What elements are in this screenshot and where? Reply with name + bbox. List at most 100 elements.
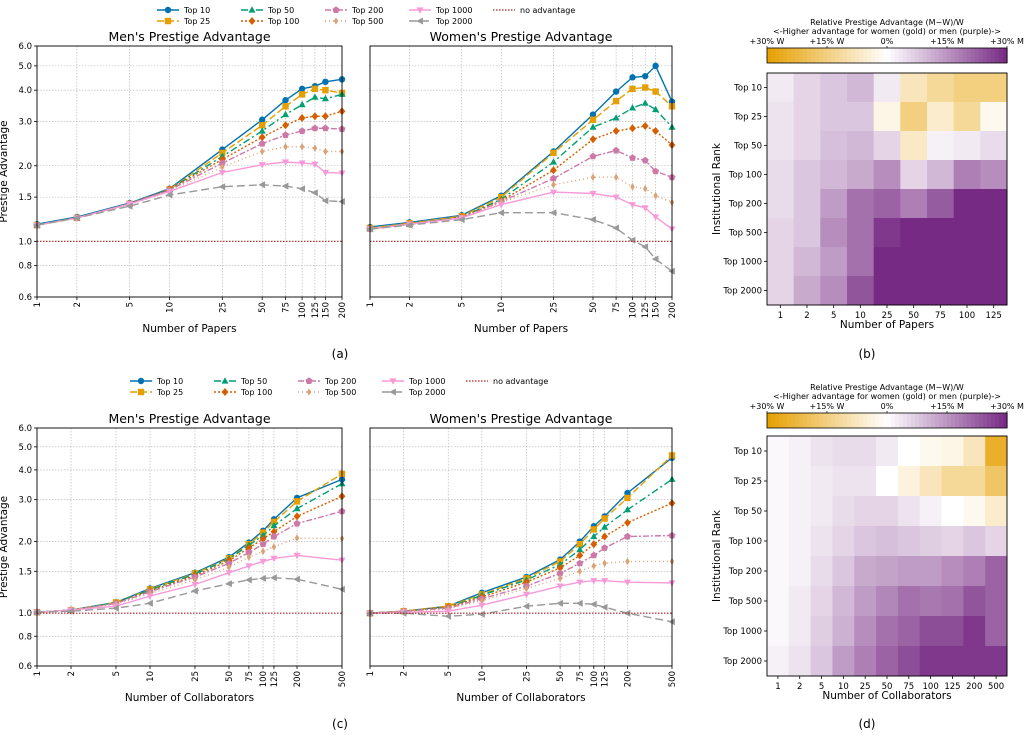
heatmap-cell <box>985 616 1008 647</box>
legend-marker <box>137 388 145 396</box>
colorbar-segment <box>823 413 828 428</box>
heatmap-cell <box>927 160 955 190</box>
data-point <box>497 202 505 209</box>
colorbar-segment <box>963 48 968 63</box>
x-tick-label: 2 <box>406 302 416 307</box>
colorbar-segment <box>955 48 960 63</box>
heatmap-cell <box>847 160 875 190</box>
heatmap-cell <box>854 436 877 467</box>
colorbar-tick-label: +30% W <box>750 402 785 411</box>
heatmap-cell <box>876 496 899 527</box>
heatmap-cell <box>985 466 1008 497</box>
legend-top: Top 10 Top 25 Top 50 Top 100 Top 200 Top 500 T… <box>157 6 575 26</box>
data-point <box>405 221 413 229</box>
heatmap-cell <box>980 247 1008 277</box>
colorbar-segment <box>815 413 820 428</box>
x-tick-label: 200 <box>338 302 348 318</box>
y-tick-label: 6.0 <box>18 42 32 52</box>
data-point <box>641 99 649 106</box>
y-axis-label: Prestige Advantage <box>0 496 10 598</box>
colorbar-segment <box>947 48 952 63</box>
x-tick-label: 100 <box>298 302 308 318</box>
data-point <box>258 122 266 129</box>
y-tick-label: Top 2000 <box>722 287 762 297</box>
x-tick-label: 50 <box>258 302 268 313</box>
data-point <box>576 579 584 586</box>
heatmap-cell <box>832 436 855 467</box>
x-tick-label: 1 <box>33 302 43 307</box>
data-point <box>557 574 563 583</box>
data-point <box>478 610 485 618</box>
colorbar-segment <box>771 413 776 428</box>
data-point <box>651 255 659 263</box>
data-point <box>298 91 306 98</box>
x-tick-label: 25 <box>191 671 201 682</box>
plot-frame <box>36 427 343 667</box>
colorbar-segment <box>843 48 848 63</box>
data-point <box>629 124 636 133</box>
heatmap-cell <box>767 218 795 248</box>
data-point <box>281 182 289 190</box>
heatmap-cell <box>897 466 921 497</box>
heatmap-cell <box>788 466 812 497</box>
colorbar-segment <box>791 413 796 428</box>
data-point <box>282 103 289 110</box>
x-tick-label: 1 <box>33 671 43 676</box>
data-point <box>652 62 659 70</box>
heatmap-cell <box>847 102 875 132</box>
heatmap-cell <box>793 247 821 277</box>
x-tick-label: 125 <box>311 302 321 318</box>
x-tick-label: 125 <box>641 302 651 318</box>
heatmap-cell <box>919 436 943 467</box>
heatmap-cell <box>873 218 901 248</box>
y-tick-label: Top 500 <box>728 229 762 239</box>
colorbar-segment <box>891 48 896 63</box>
y-tick-label: 2.0 <box>18 538 32 548</box>
data-point <box>298 160 306 167</box>
x-tick-label: 500 <box>668 671 678 687</box>
x-tick-label: 5 <box>819 682 824 692</box>
x-tick-label: 25 <box>522 671 532 682</box>
y-tick-label: 4.0 <box>18 466 32 476</box>
heatmap-cell <box>767 73 795 103</box>
data-point <box>589 600 597 608</box>
data-point <box>629 85 636 93</box>
heatmap-cell <box>985 586 1008 617</box>
x-tick-label: 100 <box>959 311 975 321</box>
data-point <box>652 214 660 221</box>
x-tick-label: 10 <box>166 302 176 313</box>
heatmap-cell <box>767 496 790 527</box>
y-tick-label: Top 10 <box>733 447 762 457</box>
colorbar-segment <box>907 413 912 428</box>
heatmap-cell <box>767 247 795 277</box>
data-point <box>642 84 649 91</box>
data-point <box>629 202 636 209</box>
data-point <box>550 189 557 196</box>
heatmap-cell <box>876 556 899 587</box>
heatmap-cell <box>927 189 955 219</box>
data-point <box>589 116 597 123</box>
y-tick-label: Top 10 <box>733 84 762 94</box>
data-point <box>282 159 290 166</box>
heatmap-cell <box>810 556 833 587</box>
colorbar-segment <box>991 48 996 63</box>
data-point <box>589 123 597 130</box>
colorbar-segment <box>923 48 928 63</box>
colorbar-segment <box>951 413 956 428</box>
legend-label: Top 500 <box>324 388 356 397</box>
colorbar-segment <box>895 48 900 63</box>
legend-label: Top 200 <box>351 6 383 15</box>
colorbar-segment <box>827 413 832 428</box>
data-point <box>550 166 557 175</box>
heatmap-cell <box>832 616 855 647</box>
heatmap-cell <box>854 526 877 557</box>
x-tick-label: 5 <box>112 671 122 676</box>
colorbar-segment <box>819 48 824 63</box>
legend-marker <box>164 6 172 14</box>
data-point <box>218 159 226 166</box>
data-point <box>293 504 301 512</box>
data-point <box>282 131 289 139</box>
heatmap-cell <box>832 646 855 677</box>
